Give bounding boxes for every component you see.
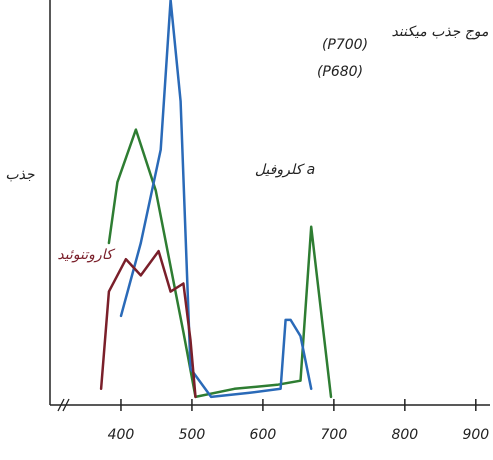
- annotation: موج جذب میکنند: [391, 24, 489, 40]
- x-tick-label: 800: [391, 427, 418, 443]
- x-tick-label: 400: [108, 427, 135, 443]
- y-axis-label: جذب: [5, 167, 35, 183]
- x-tick-label: 700: [321, 427, 348, 443]
- annotation: کاروتنوئید: [57, 247, 116, 263]
- annotation: کلروفیل a: [255, 162, 315, 178]
- curve: [121, 0, 311, 397]
- x-tick-label: 600: [250, 427, 277, 443]
- x-tick-label: 900: [462, 427, 489, 443]
- annotation: (P680): [317, 64, 363, 80]
- x-tick-label: 500: [179, 427, 206, 443]
- annotation: (P700): [322, 37, 368, 53]
- chart: جذب کلروفیل a کاروتنوئید (P700) (P680) م…: [0, 0, 493, 460]
